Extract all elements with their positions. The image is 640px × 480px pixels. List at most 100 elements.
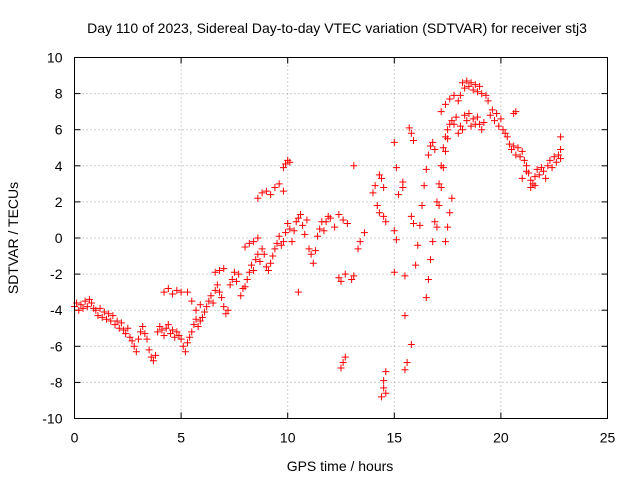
data-point: [233, 277, 241, 285]
data-point: [145, 346, 153, 354]
data-point: [109, 312, 117, 320]
data-point: [471, 81, 479, 89]
data-point: [173, 286, 181, 294]
data-point: [429, 138, 437, 146]
data-point: [429, 238, 437, 246]
data-point: [303, 216, 311, 224]
data-point: [79, 304, 87, 312]
data-point: [444, 126, 452, 134]
data-point: [409, 220, 417, 228]
data-point: [175, 331, 183, 339]
data-point: [473, 88, 481, 96]
data-point: [450, 120, 458, 128]
data-point: [196, 301, 204, 309]
y-tick-label: -2: [50, 266, 63, 282]
data-point: [503, 133, 511, 141]
data-point: [401, 312, 409, 320]
data-point: [94, 312, 102, 320]
data-point: [540, 167, 548, 175]
data-point: [431, 146, 439, 154]
data-point: [128, 337, 136, 345]
data-point: [557, 133, 565, 141]
data-point: [141, 330, 149, 338]
y-tick-label: 10: [47, 50, 63, 66]
data-point: [111, 321, 119, 329]
data-point: [258, 189, 266, 197]
data-point: [373, 202, 381, 210]
data-point: [395, 191, 403, 199]
data-point: [164, 285, 172, 293]
data-point: [514, 144, 522, 152]
data-point: [493, 109, 501, 117]
plot-frame: [74, 57, 608, 419]
data-point: [427, 256, 435, 264]
data-point: [243, 276, 251, 284]
x-axis-label: GPS time / hours: [287, 458, 394, 474]
data-point: [446, 95, 454, 103]
data-point: [531, 173, 539, 181]
data-point: [205, 297, 213, 305]
data-point: [444, 223, 452, 231]
data-point: [339, 359, 347, 367]
data-point: [546, 156, 554, 164]
data-point: [224, 306, 232, 314]
y-tick-label: 8: [55, 86, 63, 102]
data-point: [497, 115, 505, 123]
data-point: [267, 259, 275, 267]
data-point: [461, 111, 469, 119]
data-point: [407, 340, 415, 348]
data-point: [105, 310, 113, 318]
data-point: [169, 290, 177, 298]
data-point: [220, 303, 228, 311]
data-point: [444, 135, 452, 143]
data-point: [286, 225, 294, 233]
data-point: [392, 236, 400, 244]
data-point: [441, 147, 449, 155]
data-point: [147, 353, 155, 361]
data-point: [98, 313, 106, 321]
data-point: [290, 227, 298, 235]
data-point: [282, 160, 290, 168]
data-point: [156, 322, 164, 330]
data-point: [83, 303, 91, 311]
data-point: [183, 339, 191, 347]
data-point: [130, 342, 138, 350]
data-point: [122, 330, 130, 338]
data-point: [305, 245, 313, 253]
y-tick-label: -4: [50, 302, 63, 318]
data-point: [222, 310, 230, 318]
data-point: [456, 122, 464, 130]
data-point: [452, 113, 460, 121]
data-point: [435, 202, 443, 210]
data-point: [501, 129, 509, 137]
data-point: [550, 153, 558, 161]
data-point: [441, 238, 449, 246]
data-points: [71, 77, 565, 401]
data-point: [258, 245, 266, 253]
data-point: [418, 202, 426, 210]
data-point: [548, 164, 556, 172]
data-point: [437, 183, 445, 191]
data-point: [535, 171, 543, 179]
data-point: [192, 315, 200, 323]
data-point: [360, 229, 368, 237]
data-point: [341, 353, 349, 361]
data-point: [296, 211, 304, 219]
data-point: [320, 227, 328, 235]
data-point: [488, 106, 496, 114]
data-point: [512, 108, 520, 116]
data-point: [237, 292, 245, 300]
data-point: [424, 151, 432, 159]
data-point: [450, 91, 458, 99]
data-point: [380, 212, 388, 220]
data-point: [380, 183, 388, 191]
data-point: [282, 229, 290, 237]
data-point: [463, 117, 471, 125]
data-point: [139, 322, 147, 330]
data-point: [422, 294, 430, 302]
data-point: [254, 250, 262, 258]
data-point: [401, 366, 409, 374]
data-point: [465, 82, 473, 90]
data-point: [188, 297, 196, 305]
data-point: [164, 321, 172, 329]
